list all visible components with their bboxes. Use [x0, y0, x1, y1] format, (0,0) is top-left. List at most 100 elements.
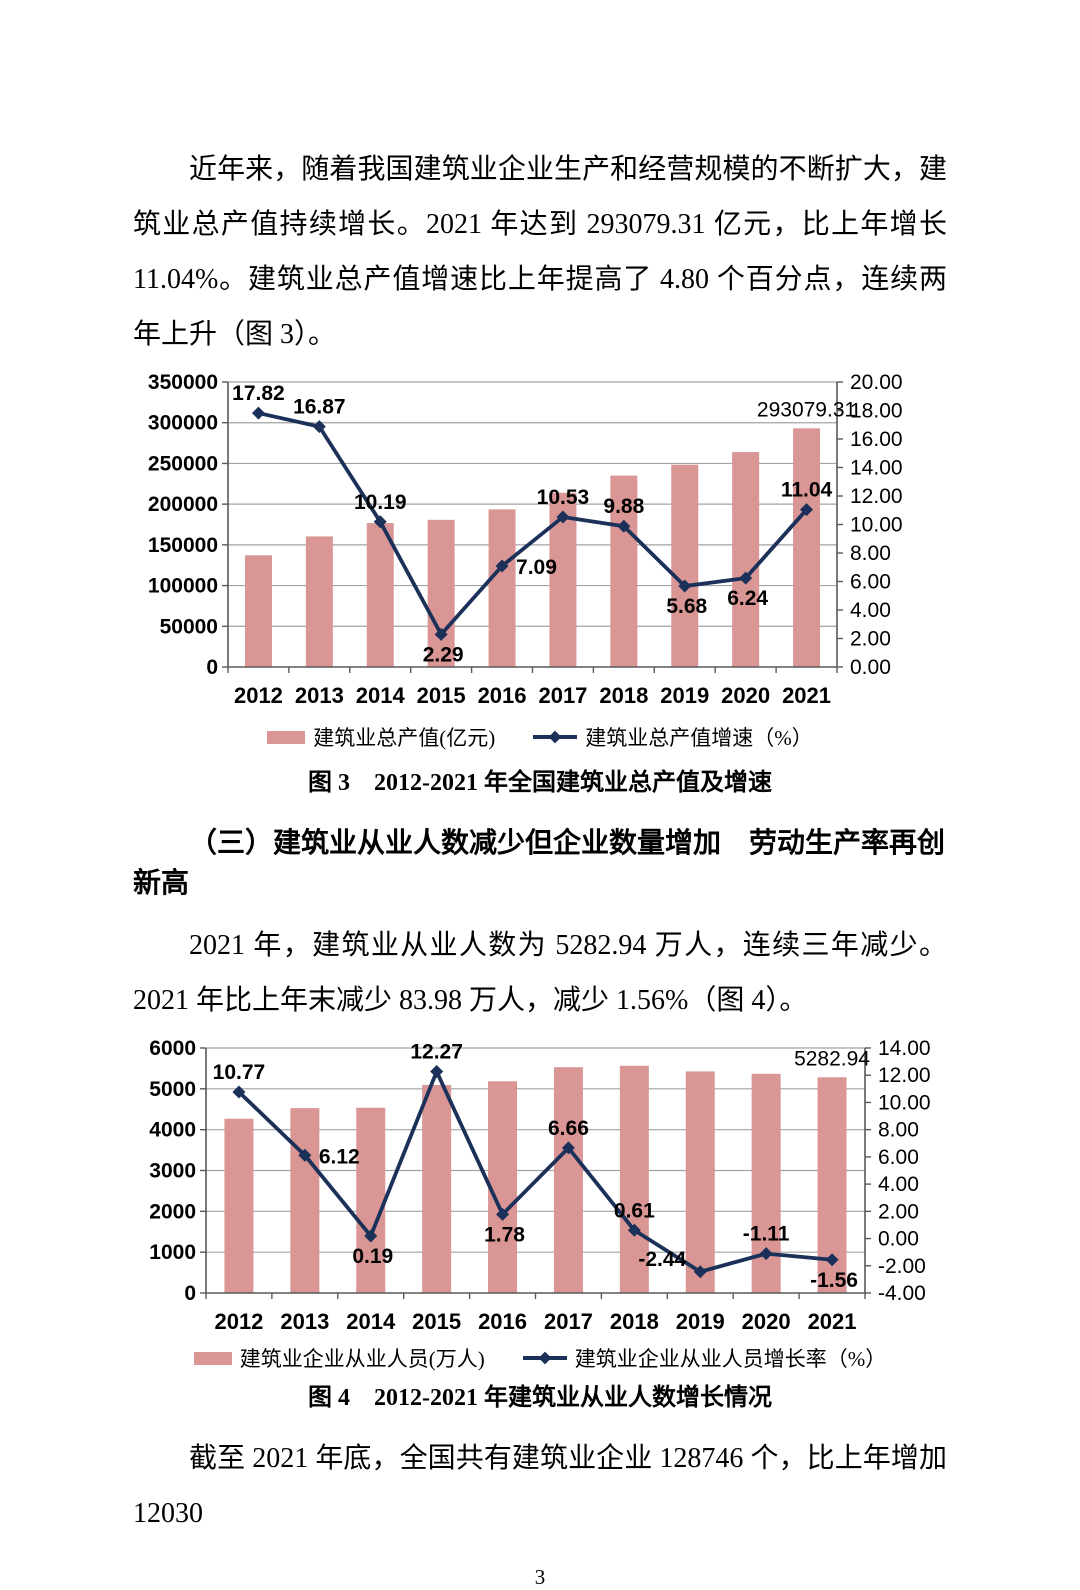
- figure4-plot: 0 1000 2000 3000 4000 5000 6000 -4.00 -2.00 0.00 2…: [149, 1037, 931, 1334]
- svg-text:18.00: 18.00: [850, 400, 903, 423]
- svg-text:10.19: 10.19: [354, 491, 407, 514]
- svg-text:2020: 2020: [742, 1309, 791, 1334]
- body-paragraph-2: 2021 年，建筑业从业人数为 5282.94 万人，连续三年减少。2021 年…: [133, 930, 947, 1016]
- svg-text:2016: 2016: [478, 683, 527, 708]
- svg-text:2018: 2018: [610, 1309, 659, 1334]
- svg-text:-2.44: -2.44: [638, 1248, 686, 1271]
- figure3-caption: 图 3 2012-2021 年全国建筑业总产值及增速: [308, 770, 772, 796]
- svg-text:8.00: 8.00: [850, 542, 891, 565]
- svg-text:5.68: 5.68: [666, 595, 707, 618]
- svg-text:2015: 2015: [412, 1309, 461, 1334]
- svg-text:14.00: 14.00: [878, 1037, 931, 1060]
- figure4-legend: 建筑业企业从业人员(万人) 建筑业企业从业人员增长率（%）: [133, 1343, 947, 1373]
- svg-text:6000: 6000: [149, 1037, 196, 1060]
- svg-text:16.00: 16.00: [850, 428, 903, 451]
- svg-text:0.00: 0.00: [850, 656, 891, 679]
- svg-text:300000: 300000: [148, 412, 218, 435]
- svg-text:4.00: 4.00: [850, 599, 891, 622]
- figure4-chart: 0 1000 2000 3000 4000 5000 6000 -4.00 -2.00 0.00 2…: [133, 1036, 947, 1415]
- body-paragraph-3: 截至 2021 年底，全国共有建筑业企业 128746 个，比上年增加 1203…: [133, 1443, 947, 1529]
- figure3-plot: 0 50000 100000 150000 200000 250000 300000 3500…: [148, 371, 903, 708]
- svg-text:4000: 4000: [149, 1119, 196, 1142]
- svg-text:2013: 2013: [280, 1309, 329, 1334]
- svg-text:350000: 350000: [148, 371, 218, 394]
- svg-text:250000: 250000: [148, 452, 218, 475]
- svg-text:6.12: 6.12: [319, 1145, 360, 1168]
- diamond-marker-icon: [548, 730, 562, 744]
- svg-text:12.27: 12.27: [410, 1041, 463, 1064]
- svg-text:10.00: 10.00: [850, 514, 903, 537]
- svg-text:2019: 2019: [660, 683, 709, 708]
- svg-text:6.00: 6.00: [850, 571, 891, 594]
- bar-swatch-icon: [267, 730, 306, 744]
- svg-text:6.24: 6.24: [727, 587, 768, 610]
- svg-text:-2.00: -2.00: [878, 1255, 926, 1278]
- page-number: 3: [534, 1565, 546, 1589]
- svg-text:2.29: 2.29: [423, 643, 464, 666]
- svg-text:0.19: 0.19: [352, 1245, 393, 1268]
- svg-text:20.00: 20.00: [850, 371, 903, 394]
- svg-text:2017: 2017: [544, 1309, 593, 1334]
- svg-text:7.09: 7.09: [516, 556, 557, 579]
- svg-text:17.82: 17.82: [232, 382, 285, 405]
- svg-text:0.61: 0.61: [614, 1199, 655, 1222]
- svg-text:0: 0: [184, 1282, 196, 1305]
- svg-text:12.00: 12.00: [878, 1064, 931, 1087]
- svg-text:3000: 3000: [149, 1160, 196, 1183]
- svg-text:14.00: 14.00: [850, 457, 903, 480]
- figure4-caption: 图 4 2012-2021 年建筑业从业人数增长情况: [308, 1385, 772, 1411]
- svg-text:2013: 2013: [295, 683, 344, 708]
- svg-text:2015: 2015: [417, 683, 466, 708]
- figure3-legend-item-bar: 建筑业总产值(亿元): [267, 722, 495, 752]
- section-heading: （三）建筑业从业人数减少但企业数量增加 劳动生产率再创新高: [133, 828, 946, 899]
- svg-text:200000: 200000: [148, 493, 218, 516]
- figure4-legend-bar-label: 建筑业企业从业人员(万人): [239, 1347, 485, 1371]
- svg-text:4.00: 4.00: [878, 1173, 919, 1196]
- svg-text:2020: 2020: [721, 683, 770, 708]
- svg-text:1.78: 1.78: [484, 1223, 525, 1246]
- svg-text:9.88: 9.88: [603, 495, 644, 518]
- line-marker-icon: [522, 1351, 567, 1365]
- svg-text:10.53: 10.53: [537, 486, 590, 509]
- svg-text:2014: 2014: [346, 1309, 396, 1334]
- svg-text:10.00: 10.00: [878, 1091, 931, 1114]
- figure3-chart: 0 50000 100000 150000 200000 250000 300000 3500…: [133, 370, 947, 800]
- figure4-legend-item-line: 建筑业企业从业人员增长率（%）: [522, 1343, 886, 1373]
- body-paragraph-1: 近年来，随着我国建筑业企业生产和经营规模的不断扩大，建筑业总产值持续增长。202…: [133, 154, 947, 350]
- svg-text:100000: 100000: [148, 575, 218, 598]
- svg-text:8.00: 8.00: [878, 1119, 919, 1142]
- svg-text:2012: 2012: [234, 683, 283, 708]
- svg-text:-1.11: -1.11: [743, 1223, 790, 1246]
- svg-text:2014: 2014: [356, 683, 406, 708]
- svg-text:2018: 2018: [599, 683, 648, 708]
- svg-text:5000: 5000: [149, 1078, 196, 1101]
- svg-text:6.00: 6.00: [878, 1146, 919, 1169]
- svg-text:2.00: 2.00: [878, 1200, 919, 1223]
- svg-text:6.66: 6.66: [548, 1117, 589, 1140]
- line-marker-icon: [533, 730, 578, 744]
- svg-text:2021: 2021: [808, 1309, 857, 1334]
- svg-text:10.77: 10.77: [213, 1061, 266, 1084]
- figure3-legend-line-label: 建筑业总产值增速（%）: [585, 726, 813, 750]
- svg-text:2017: 2017: [538, 683, 587, 708]
- svg-text:0.00: 0.00: [878, 1228, 919, 1251]
- bar-swatch-icon: [193, 1351, 232, 1365]
- svg-text:16.87: 16.87: [293, 396, 346, 419]
- svg-text:2000: 2000: [149, 1200, 196, 1223]
- svg-text:293079.31: 293079.31: [757, 398, 856, 421]
- svg-text:50000: 50000: [160, 615, 218, 638]
- svg-text:2012: 2012: [214, 1309, 263, 1334]
- svg-text:5282.94: 5282.94: [794, 1047, 870, 1070]
- svg-text:0: 0: [206, 656, 218, 679]
- svg-text:2021: 2021: [782, 683, 831, 708]
- svg-text:2019: 2019: [676, 1309, 725, 1334]
- diamond-marker-icon: [538, 1351, 552, 1365]
- figure3-legend: 建筑业总产值(亿元) 建筑业总产值增速（%）: [133, 722, 947, 752]
- svg-text:2016: 2016: [478, 1309, 527, 1334]
- svg-text:-1.56: -1.56: [810, 1269, 858, 1292]
- figure3-legend-bar-label: 建筑业总产值(亿元): [313, 726, 496, 750]
- svg-text:150000: 150000: [148, 534, 218, 557]
- svg-text:-4.00: -4.00: [878, 1282, 926, 1305]
- svg-text:1000: 1000: [149, 1241, 196, 1264]
